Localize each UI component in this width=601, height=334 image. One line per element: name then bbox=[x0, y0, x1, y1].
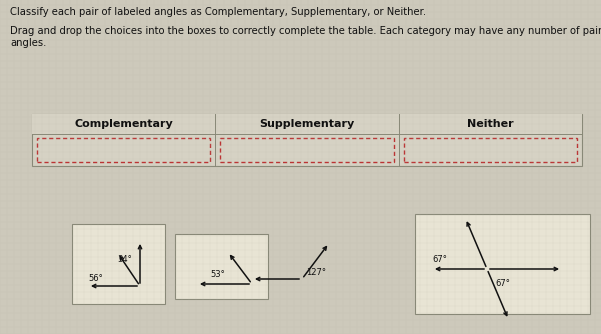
Text: Complementary: Complementary bbox=[75, 119, 173, 129]
Text: 53°: 53° bbox=[210, 270, 225, 279]
Bar bbox=[32, 114, 582, 134]
Text: Supplementary: Supplementary bbox=[260, 119, 355, 129]
Text: angles.: angles. bbox=[10, 38, 46, 48]
Bar bbox=[32, 114, 582, 166]
Text: 67°: 67° bbox=[432, 255, 447, 264]
Text: Neither: Neither bbox=[467, 119, 514, 129]
Bar bbox=[37, 138, 210, 162]
Bar bbox=[221, 138, 394, 162]
Bar bbox=[175, 234, 268, 299]
Text: 67°: 67° bbox=[495, 279, 510, 288]
Bar bbox=[404, 138, 577, 162]
Text: 34°: 34° bbox=[117, 255, 132, 264]
Text: Classify each pair of labeled angles as Complementary, Supplementary, or Neither: Classify each pair of labeled angles as … bbox=[10, 7, 426, 17]
Text: 56°: 56° bbox=[88, 274, 103, 283]
Bar bbox=[415, 214, 590, 314]
Text: 127°: 127° bbox=[306, 268, 326, 277]
Bar bbox=[72, 224, 165, 304]
Text: Drag and drop the choices into the boxes to correctly complete the table. Each c: Drag and drop the choices into the boxes… bbox=[10, 26, 601, 36]
